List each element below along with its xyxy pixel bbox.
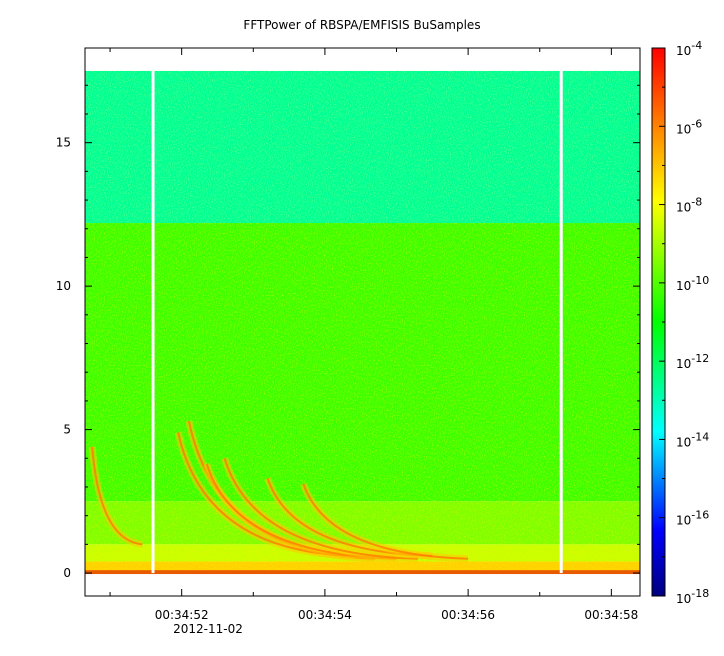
y-tick-label: 0 xyxy=(63,566,71,580)
chorus-arc xyxy=(302,483,469,560)
chorus-arc xyxy=(91,446,143,546)
x-tick-label: 00:34:56 xyxy=(441,608,495,622)
x-axis: 00:34:52 00:34:54 00:34:56 00:34:58 xyxy=(109,48,638,622)
colorbar-axis: 10-4 10-6 10-8 10-10 10-12 10-14 10-16 10-18 xyxy=(659,39,709,606)
data-gap xyxy=(559,70,563,574)
y-tick-label: 5 xyxy=(63,423,71,437)
colorbar-tick-label: 10-4 xyxy=(676,39,702,58)
x-axis-date-label: 2012-11-02 xyxy=(173,622,243,636)
y-axis: 0 5 10 15 xyxy=(56,84,640,580)
x-tick-label: 00:34:54 xyxy=(298,608,352,622)
yellow-speckle xyxy=(85,223,640,574)
cyan-speckle xyxy=(85,70,640,224)
chart-title: FFTPower of RBSPA/EMFISIS BuSamples xyxy=(243,18,480,32)
colorbar-tick-label: 10-18 xyxy=(676,587,709,606)
colorbar-tick-label: 10-6 xyxy=(676,117,702,136)
plot-frame xyxy=(84,47,641,597)
baseline-power xyxy=(85,570,640,575)
y-tick-label: 15 xyxy=(56,136,71,150)
x-tick-label: 00:34:52 xyxy=(155,608,209,622)
chorus-arc xyxy=(223,457,419,560)
colorbar-tick-label: 10-8 xyxy=(676,196,702,215)
colorbar-tick-label: 10-14 xyxy=(676,430,709,449)
colorbar-tick-label: 10-16 xyxy=(676,509,709,528)
colorbar-tick-label: 10-12 xyxy=(676,352,709,371)
colorbar-tick-label: 10-10 xyxy=(676,274,709,293)
x-tick-label: 00:34:58 xyxy=(584,608,638,622)
y-tick-label: 10 xyxy=(56,279,71,293)
spectrogram-heatmap xyxy=(85,70,640,575)
data-gaps xyxy=(151,70,563,574)
data-gap xyxy=(151,70,155,574)
